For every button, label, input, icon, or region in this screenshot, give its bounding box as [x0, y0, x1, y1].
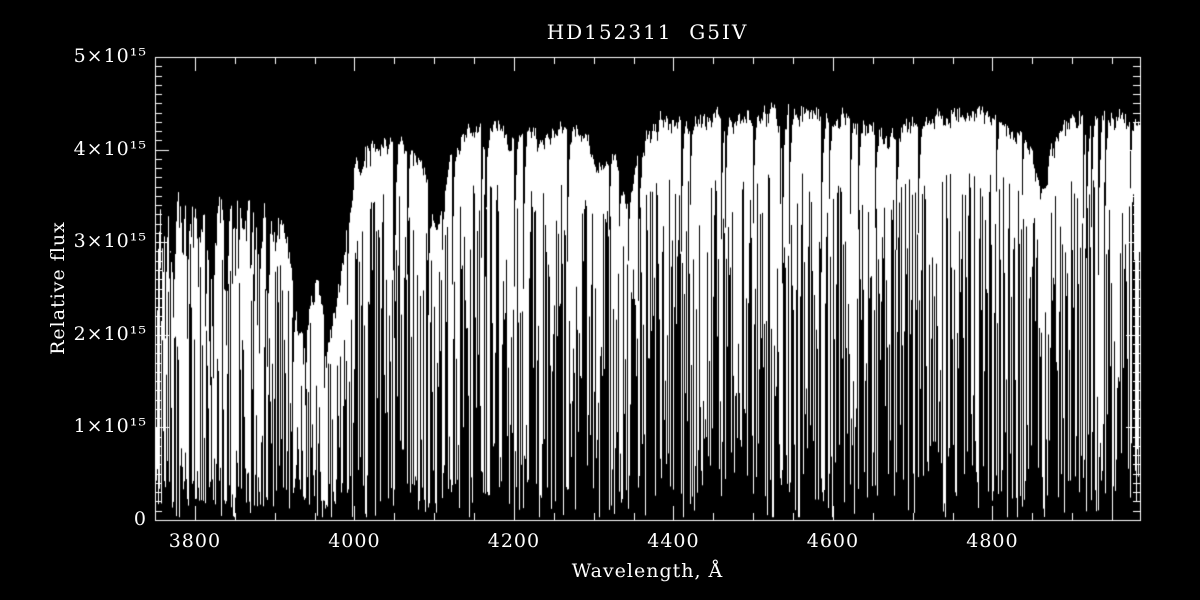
y-tick-label: 5×10¹⁵	[73, 45, 147, 67]
x-axis-label: Wavelength, Å	[571, 560, 724, 582]
y-tick-label: 0	[133, 508, 147, 530]
y-tick-label: 1×10¹⁵	[73, 415, 147, 438]
x-tick-label: 3800	[168, 530, 222, 552]
y-tick-label: 3×10¹⁵	[73, 230, 147, 253]
x-tick-label: 4200	[487, 530, 541, 552]
y-tick-label: 2×10¹⁵	[73, 322, 147, 345]
x-tick-label: 4400	[647, 530, 700, 552]
x-tick-label: 4600	[806, 530, 860, 552]
x-tick-label: 4800	[966, 530, 1019, 552]
y-tick-label: 4×10¹⁵	[73, 137, 147, 160]
x-tick-label: 4000	[328, 530, 381, 552]
chart-title: HD152311 G5IV	[546, 20, 749, 44]
y-axis-label: Relative flux	[47, 221, 69, 355]
